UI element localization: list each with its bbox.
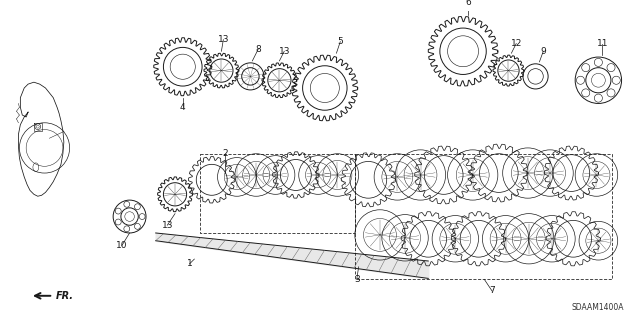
Text: 1: 1	[187, 259, 193, 268]
Text: 13: 13	[278, 47, 290, 56]
Text: 12: 12	[511, 39, 522, 48]
Text: 9: 9	[540, 47, 546, 56]
Text: 8: 8	[255, 45, 261, 54]
Text: 4: 4	[180, 103, 186, 112]
Text: 2: 2	[223, 149, 228, 158]
Text: SDAAM1400A: SDAAM1400A	[572, 303, 625, 312]
Text: 5: 5	[337, 37, 343, 46]
Text: 10: 10	[116, 241, 127, 250]
Text: 13: 13	[218, 35, 229, 44]
Text: 6: 6	[465, 0, 471, 7]
Text: 7: 7	[489, 286, 495, 295]
Text: FR.: FR.	[56, 291, 74, 301]
Text: 13: 13	[161, 221, 173, 230]
Text: 3: 3	[354, 275, 360, 284]
Text: 11: 11	[596, 39, 608, 48]
